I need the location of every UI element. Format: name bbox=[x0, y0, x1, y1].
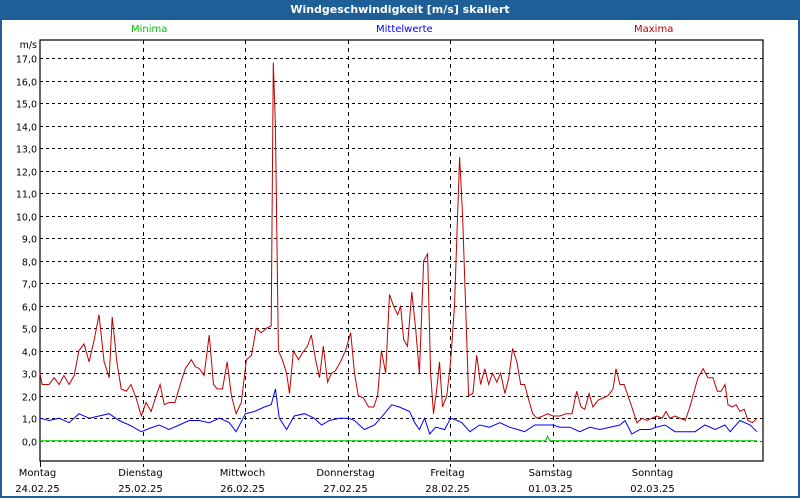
y-tick-label: 6,0 bbox=[22, 303, 37, 314]
y-tick-label: 5,0 bbox=[22, 325, 37, 336]
x-tick-day: Montag bbox=[19, 468, 56, 479]
x-tick-date: 28.02.25 bbox=[425, 484, 470, 495]
x-tick-date: 25.02.25 bbox=[118, 484, 163, 495]
x-tick-day: Mittwoch bbox=[220, 468, 265, 479]
legend-minima: Minima bbox=[131, 24, 168, 35]
y-tick-label: 10,0 bbox=[16, 213, 37, 224]
y-tick-label: 9,0 bbox=[22, 235, 37, 246]
x-tick-date: 27.02.25 bbox=[323, 484, 368, 495]
y-tick-label: 17,0 bbox=[16, 55, 37, 66]
y-tick-label: 12,0 bbox=[16, 168, 37, 179]
plot-frame bbox=[39, 39, 764, 462]
y-tick-label: 1,0 bbox=[22, 415, 37, 426]
series-line-maxima bbox=[39, 62, 758, 424]
y-tick-label: 11,0 bbox=[16, 190, 37, 201]
window-title: Windgeschwindigkeit [m/s] skaliert bbox=[0, 0, 800, 20]
series-line-minima bbox=[40, 435, 757, 442]
y-axis-unit: m/s bbox=[20, 40, 37, 51]
x-tick-date: 02.03.25 bbox=[630, 484, 675, 495]
x-tick-day: Samstag bbox=[529, 468, 573, 479]
y-tick-label: 3,0 bbox=[22, 370, 37, 381]
x-tick-day: Sonntag bbox=[632, 468, 674, 479]
y-tick-label: 8,0 bbox=[22, 258, 37, 269]
y-tick-label: 15,0 bbox=[16, 100, 37, 111]
y-tick-label: 2,0 bbox=[22, 393, 37, 404]
y-tick-label: 4,0 bbox=[22, 348, 37, 359]
y-tick-label: 0,0 bbox=[22, 438, 37, 449]
x-tick-day: Dienstag bbox=[118, 468, 163, 479]
x-tick-date: 01.03.25 bbox=[528, 484, 573, 495]
x-tick-date: 24.02.25 bbox=[15, 484, 60, 495]
y-tick-label: 14,0 bbox=[16, 123, 37, 134]
x-tick-day: Freitag bbox=[430, 468, 464, 479]
legend-mittelwerte: Mittelwerte bbox=[376, 24, 433, 35]
x-tick-date: 26.02.25 bbox=[220, 484, 265, 495]
x-tick-day: Donnerstag bbox=[316, 468, 374, 479]
y-tick-label: 16,0 bbox=[16, 78, 37, 89]
legend-maxima: Maxima bbox=[634, 24, 674, 35]
y-tick-label: 7,0 bbox=[22, 280, 37, 291]
y-tick-label: 13,0 bbox=[16, 145, 37, 156]
series-line-mittelwerte bbox=[39, 388, 758, 435]
